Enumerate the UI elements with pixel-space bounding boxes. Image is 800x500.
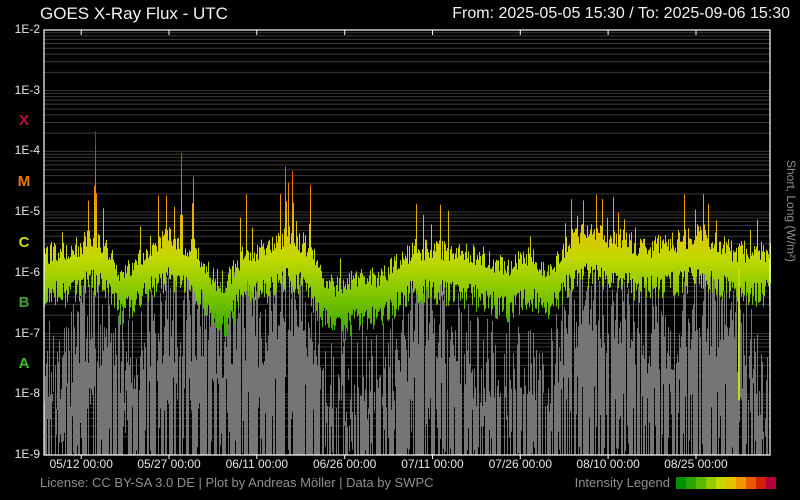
flare-class-label-b: B xyxy=(18,294,30,312)
x-tick-label: 05/27 00:00 xyxy=(137,457,201,471)
legend-color-segment xyxy=(766,477,776,489)
flare-class-label-c: C xyxy=(18,233,30,251)
data-gap-line xyxy=(738,266,740,401)
x-axis-ticks xyxy=(80,30,697,459)
legend-color-segment xyxy=(686,477,696,489)
legend-color-segment xyxy=(746,477,756,489)
time-range-label: From: 2025-05-05 15:30 / To: 2025-09-06 … xyxy=(452,5,790,22)
flare-class-label-m: M xyxy=(17,172,31,190)
license-text: License: CC BY-SA 3.0 DE | Plot by Andre… xyxy=(40,475,434,490)
x-tick-label: 05/12 00:00 xyxy=(49,457,113,471)
plot-frame xyxy=(43,29,771,456)
series-short xyxy=(44,252,768,455)
x-tick-label: 08/10 00:00 xyxy=(576,457,640,471)
legend-color-segment xyxy=(756,477,766,489)
y-tick-label: 1E-7 xyxy=(14,325,40,340)
legend-color-segment xyxy=(716,477,726,489)
legend-color-segment xyxy=(706,477,716,489)
x-tick-label: 06/11 00:00 xyxy=(225,457,289,471)
y-tick-label: 1E-2 xyxy=(14,22,40,36)
x-tick-label: 06/26 00:00 xyxy=(312,457,377,471)
legend-color-segment xyxy=(726,477,736,489)
y-tick-label: 1E-9 xyxy=(14,447,40,461)
x-tick-label: 07/11 00:00 xyxy=(401,457,464,471)
intensity-legend-label: Intensity Legend xyxy=(574,475,670,490)
legend-color-segment xyxy=(676,477,686,489)
y-tick-label: 1E-4 xyxy=(14,143,40,158)
legend-color-segment xyxy=(736,477,746,489)
y-tick-label: 1E-6 xyxy=(14,264,40,279)
right-axis-unit-label: Short, Long (W/m²) xyxy=(784,160,798,263)
y-tick-label: 1E-8 xyxy=(14,386,40,401)
x-tick-label: 07/26 00:00 xyxy=(488,457,553,471)
intensity-legend-gradient xyxy=(676,477,776,489)
flare-class-label-a: A xyxy=(18,354,30,372)
page-title: GOES X-Ray Flux - UTC xyxy=(40,4,228,23)
flare-class-label-x: X xyxy=(18,112,29,130)
legend-color-segment xyxy=(696,477,706,489)
series-long xyxy=(44,131,771,343)
y-tick-label: 1E-5 xyxy=(14,204,40,219)
y-tick-label: 1E-3 xyxy=(14,82,40,97)
x-tick-label: 08/25 00:00 xyxy=(664,457,728,471)
